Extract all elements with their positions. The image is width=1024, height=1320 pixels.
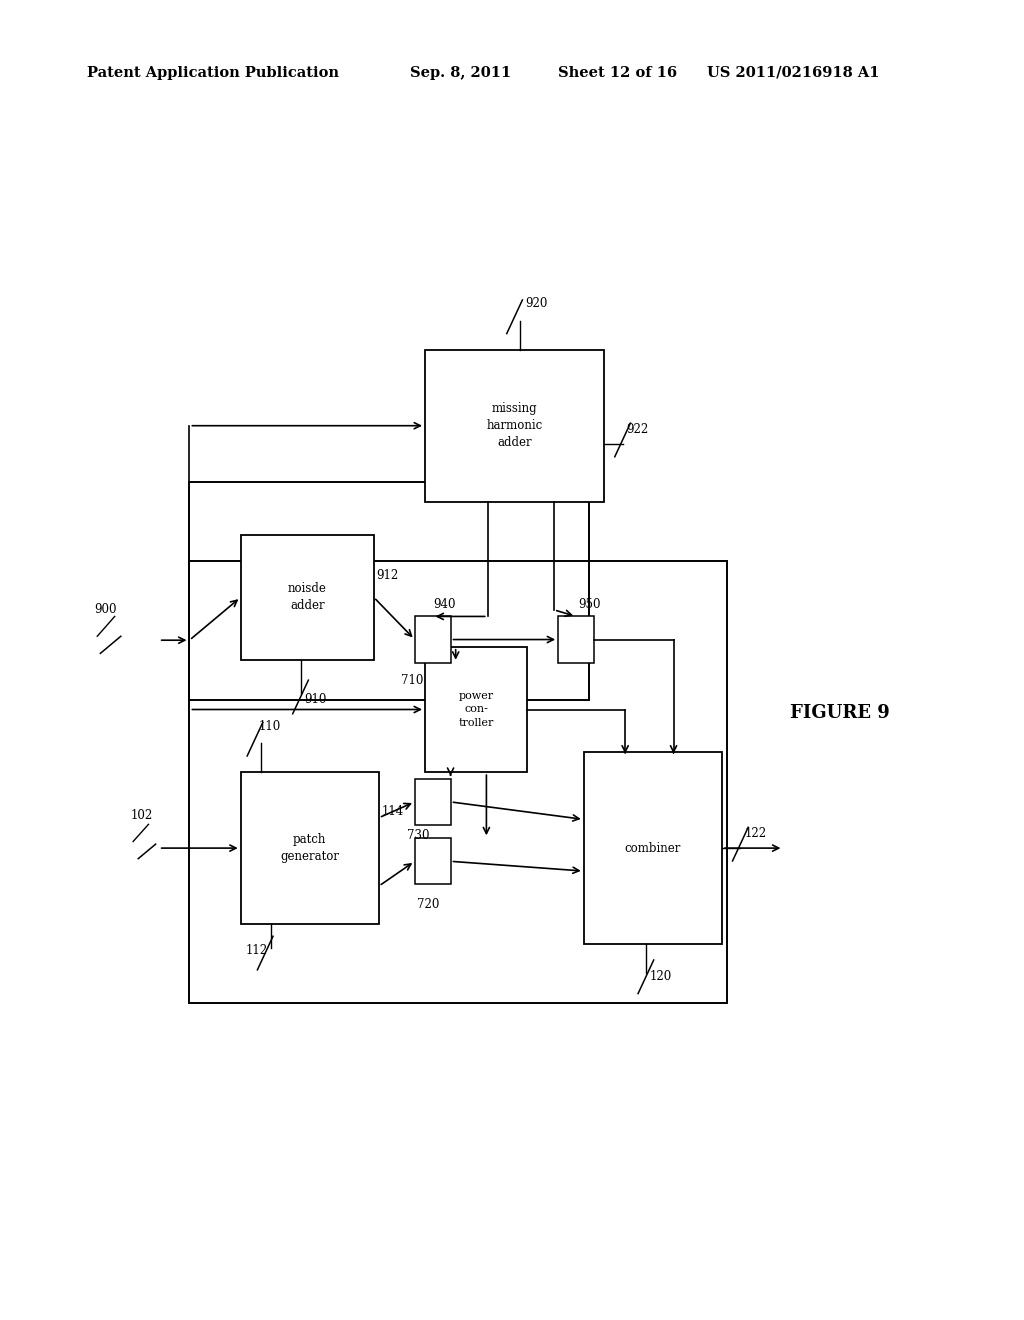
Text: US 2011/0216918 A1: US 2011/0216918 A1 <box>707 66 879 79</box>
Bar <box>241 772 379 924</box>
Text: Patent Application Publication: Patent Application Publication <box>87 66 339 79</box>
Bar <box>425 647 527 772</box>
Text: power
con-
troller: power con- troller <box>459 692 494 727</box>
Text: combiner: combiner <box>625 842 681 854</box>
Bar <box>189 561 727 1003</box>
Bar <box>425 350 604 502</box>
Bar <box>415 838 451 884</box>
Text: 910: 910 <box>305 693 327 706</box>
Bar <box>584 752 722 944</box>
Text: 940: 940 <box>434 598 456 611</box>
Bar <box>415 616 451 663</box>
Text: 114: 114 <box>382 805 404 817</box>
Bar <box>241 535 374 660</box>
Text: 920: 920 <box>524 297 547 310</box>
Text: 710: 710 <box>400 675 423 686</box>
Text: Sep. 8, 2011: Sep. 8, 2011 <box>410 66 511 79</box>
Text: 110: 110 <box>259 719 282 733</box>
Text: patch
generator: patch generator <box>281 833 339 863</box>
Text: 120: 120 <box>650 970 672 983</box>
Bar <box>189 482 589 700</box>
Text: FIGURE 9: FIGURE 9 <box>790 704 890 722</box>
Text: 922: 922 <box>627 422 649 436</box>
Text: 122: 122 <box>744 828 767 841</box>
Text: missing
harmonic
adder: missing harmonic adder <box>486 403 543 449</box>
Text: 900: 900 <box>94 603 117 616</box>
Text: noisde
adder: noisde adder <box>288 582 327 612</box>
Text: 720: 720 <box>417 898 439 911</box>
Text: 102: 102 <box>131 809 154 821</box>
Bar <box>415 779 451 825</box>
Bar <box>558 616 594 663</box>
Text: 112: 112 <box>246 944 268 957</box>
Text: 730: 730 <box>408 829 429 842</box>
Text: Sheet 12 of 16: Sheet 12 of 16 <box>558 66 677 79</box>
Text: 950: 950 <box>578 598 600 611</box>
Text: 912: 912 <box>376 569 398 582</box>
